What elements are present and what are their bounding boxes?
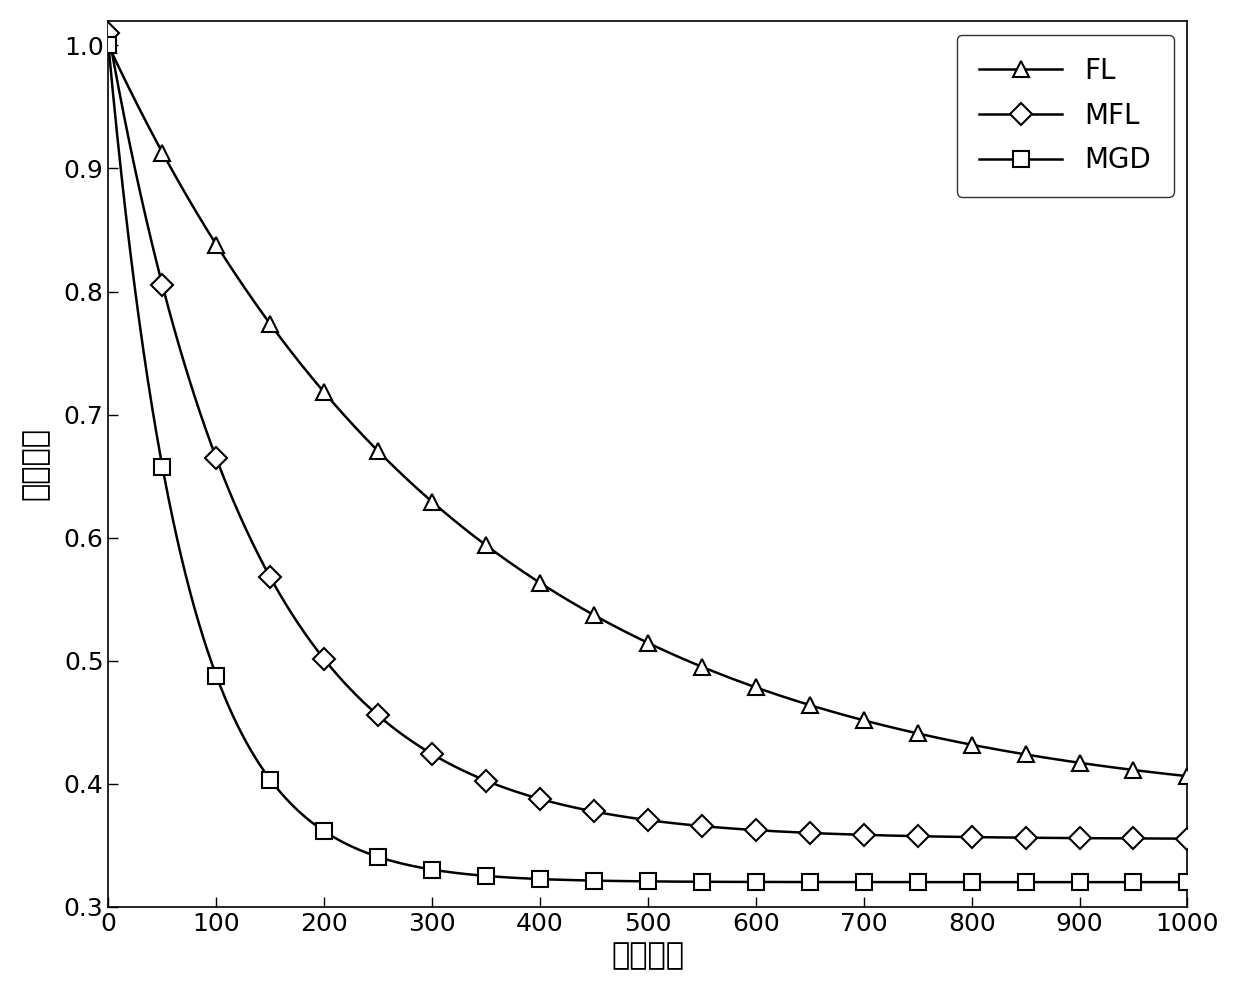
- X-axis label: 迭代次数: 迭代次数: [611, 941, 684, 970]
- Y-axis label: 损失函数: 损失函数: [21, 427, 50, 500]
- Legend: FL, MFL, MGD: FL, MFL, MGD: [957, 35, 1173, 196]
